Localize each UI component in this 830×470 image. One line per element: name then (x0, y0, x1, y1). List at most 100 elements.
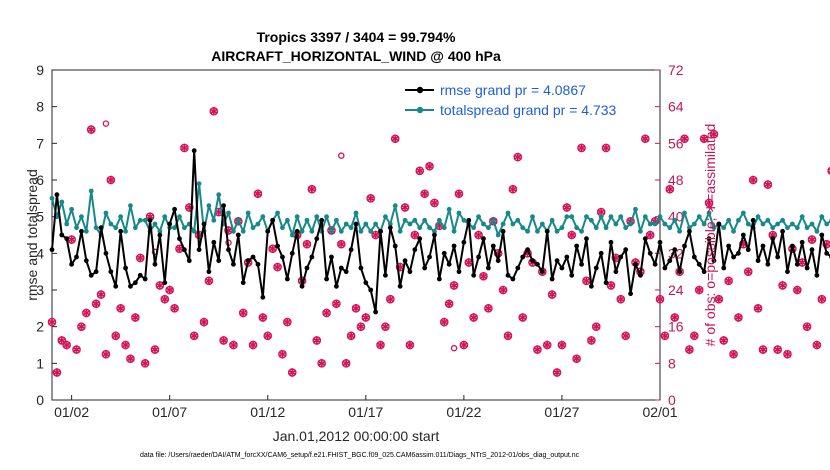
chart-title: Tropics 3397 / 3404 = 99.794% (257, 29, 456, 45)
y2-tick-label: 56 (668, 135, 684, 151)
totalspread-point (711, 225, 717, 231)
rmse-point (598, 250, 604, 256)
obs-assimilated-marker (665, 184, 674, 194)
obs-assimilated-marker (283, 317, 292, 327)
rmse-point (809, 247, 815, 253)
rmse-point (603, 280, 609, 286)
totalspread-point (760, 221, 766, 227)
obs-assimilated-marker (793, 285, 802, 295)
totalspread-point (250, 225, 256, 231)
totalspread-point (652, 221, 658, 227)
rmse-point (427, 254, 432, 260)
obs-assimilated-marker (479, 272, 488, 281)
rmse-point (637, 272, 643, 278)
rmse-point (378, 228, 383, 234)
obs-assimilated-marker (749, 175, 758, 185)
totalspread-point (549, 217, 555, 223)
rmse-point (471, 272, 477, 278)
obs-assimilated-marker (729, 349, 738, 359)
totalspread-point (196, 181, 202, 187)
rmse-point (74, 254, 79, 260)
rmse-point (485, 265, 491, 271)
totalspread-point (736, 217, 741, 223)
obs-assimilated-marker (724, 276, 733, 286)
obs-assimilated-marker (209, 107, 218, 116)
obs-assimilated-marker (400, 203, 410, 212)
legend-spread-label: totalspread grand pr = 4.733 (440, 102, 617, 118)
obs-assimilated-marker (783, 349, 792, 359)
rmse-point (520, 254, 526, 260)
rmse-point (441, 250, 447, 256)
totalspread-point (510, 221, 516, 227)
totalspread-point (348, 225, 354, 231)
totalspread-point (495, 232, 501, 238)
obs-assimilated-marker (165, 285, 174, 295)
totalspread-point (289, 232, 295, 238)
totalspread-point (789, 221, 795, 227)
totalspread-point (584, 214, 589, 220)
obs-assimilated-marker (361, 313, 370, 322)
rmse-point (510, 276, 516, 282)
rmse-point (755, 258, 761, 264)
obs-assimilated-marker (229, 340, 238, 350)
totalspread-point (152, 221, 158, 227)
rmse-point (642, 236, 648, 242)
totalspread-point (103, 210, 109, 216)
obs-assimilated-marker (62, 340, 71, 350)
totalspread-point (412, 217, 418, 223)
obs-assimilated-marker (351, 304, 361, 313)
rmse-point (535, 261, 540, 267)
obs-assimilated-marker (557, 340, 566, 350)
rmse-point (677, 269, 683, 275)
rmse-point (181, 247, 187, 253)
obs-assimilated-marker (763, 180, 772, 189)
obs-assimilated-marker (602, 143, 611, 153)
totalspread-point (804, 225, 810, 231)
obs-assimilated-marker (700, 134, 709, 143)
obs-assimilated-marker (307, 184, 316, 194)
rmse-point (162, 280, 168, 286)
obs-possible-offset-marker (338, 152, 345, 159)
y-tick-label: 3 (36, 282, 44, 298)
totalspread-point (505, 210, 511, 216)
rmse-point (760, 243, 766, 249)
rmse-point (211, 239, 217, 245)
totalspread-point (535, 228, 540, 234)
rmse-point (770, 236, 776, 242)
rmse-point (132, 280, 138, 286)
y2-axis-label: # of obs: o=possible; ∗=assimilated (702, 124, 718, 347)
rmse-point (280, 254, 285, 260)
totalspread-point (579, 228, 584, 234)
rmse-point (785, 269, 790, 275)
y-tick-label: 6 (36, 172, 44, 188)
obs-assimilated-marker (121, 340, 130, 350)
rmse-point (270, 217, 276, 223)
obs-assimilated-marker (204, 276, 213, 286)
rmse-point (186, 258, 192, 264)
totalspread-point (657, 214, 663, 220)
legend-rmse-label: rmse grand pr = 4.0867 (440, 82, 586, 98)
y2-tick-label: 8 (668, 355, 676, 371)
totalspread-point (819, 214, 825, 220)
obs-assimilated-marker (499, 285, 508, 295)
obs-assimilated-marker (459, 340, 468, 350)
rmse-point (309, 254, 315, 260)
totalspread-point (677, 228, 683, 234)
rmse-point (108, 269, 114, 275)
rmse-point (49, 247, 55, 253)
y2-tick-label: 72 (668, 62, 684, 78)
totalspread-point (456, 210, 462, 216)
rmse-point (451, 243, 457, 249)
rmse-point (152, 261, 158, 267)
totalspread-point (637, 228, 643, 234)
totalspread-point (809, 221, 815, 227)
totalspread-point (383, 214, 388, 220)
obs-assimilated-marker (322, 308, 331, 318)
rmse-point (682, 243, 687, 249)
totalspread-point (726, 217, 732, 223)
rmse-point (466, 217, 472, 223)
rmse-point (584, 236, 589, 242)
rmse-point (289, 250, 295, 256)
totalspread-point (775, 221, 781, 227)
rmse-point (505, 272, 511, 278)
